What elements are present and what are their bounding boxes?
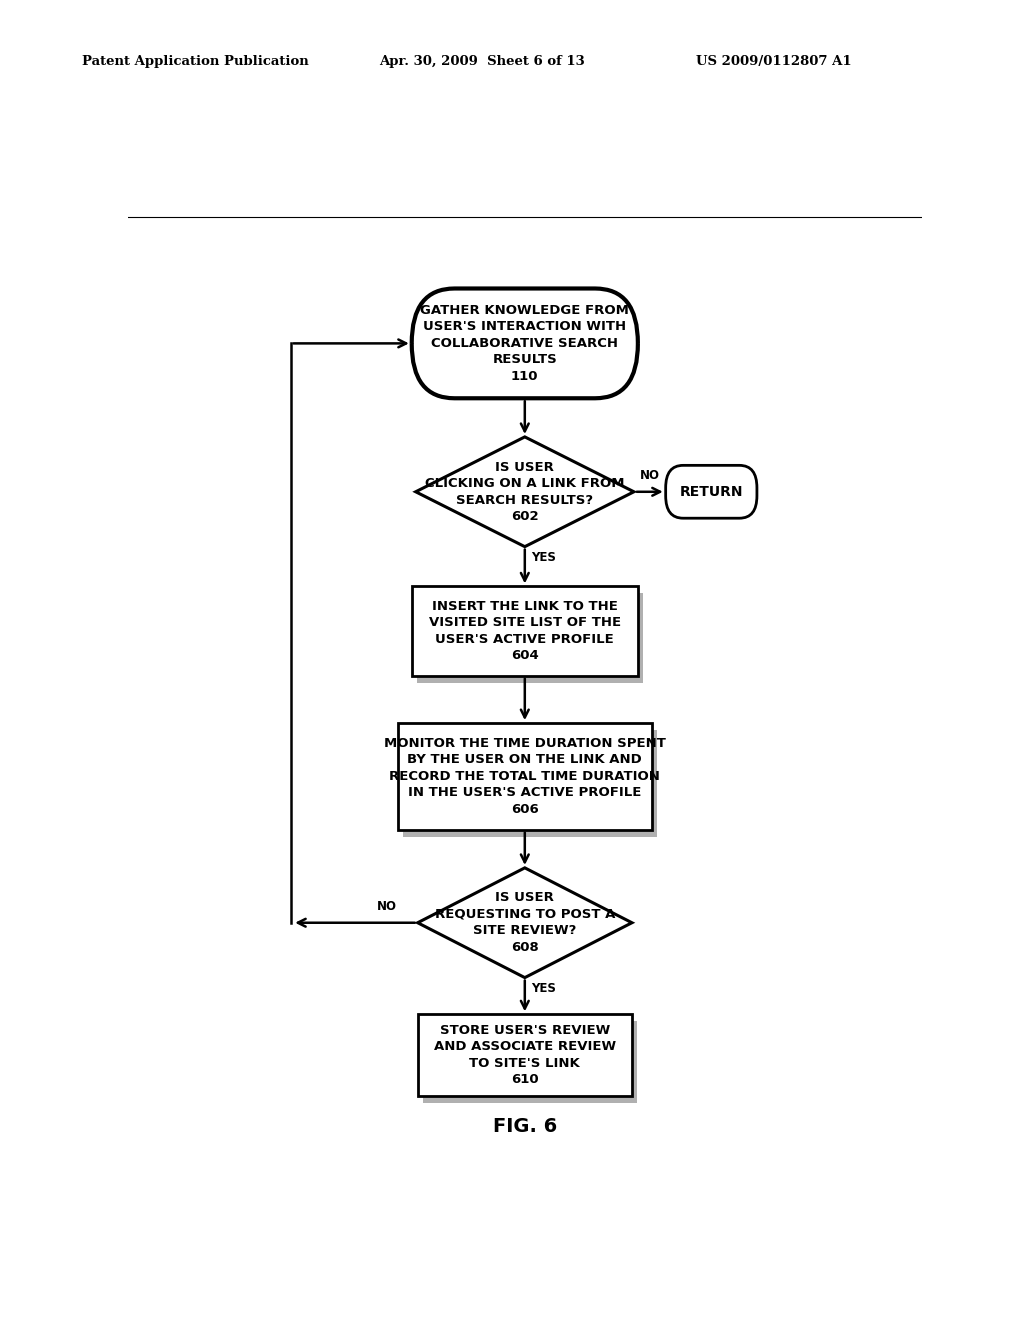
Text: YES: YES	[531, 550, 556, 564]
Text: STORE USER'S REVIEW
AND ASSOCIATE REVIEW
TO SITE'S LINK
610: STORE USER'S REVIEW AND ASSOCIATE REVIEW…	[434, 1023, 615, 1086]
Text: FIG. 6: FIG. 6	[493, 1117, 557, 1135]
Bar	[397, 723, 651, 830]
Text: INSERT THE LINK TO THE
VISITED SITE LIST OF THE
USER'S ACTIVE PROFILE
604: INSERT THE LINK TO THE VISITED SITE LIST…	[429, 599, 621, 663]
Text: Apr. 30, 2009  Sheet 6 of 13: Apr. 30, 2009 Sheet 6 of 13	[379, 55, 585, 69]
Text: NO: NO	[640, 469, 660, 482]
Bar	[412, 586, 638, 676]
Bar	[423, 1022, 638, 1102]
Bar	[403, 730, 657, 837]
Text: GATHER KNOWLEDGE FROM
USER'S INTERACTION WITH
COLLABORATIVE SEARCH
RESULTS
110: GATHER KNOWLEDGE FROM USER'S INTERACTION…	[421, 304, 629, 383]
Text: RETURN: RETURN	[680, 484, 743, 499]
Bar	[418, 1014, 632, 1096]
Polygon shape	[416, 437, 634, 546]
Text: IS USER
CLICKING ON A LINK FROM
SEARCH RESULTS?
602: IS USER CLICKING ON A LINK FROM SEARCH R…	[425, 461, 625, 523]
Polygon shape	[418, 867, 632, 978]
Text: Patent Application Publication: Patent Application Publication	[82, 55, 308, 69]
FancyBboxPatch shape	[412, 289, 638, 399]
Text: MONITOR THE TIME DURATION SPENT
BY THE USER ON THE LINK AND
RECORD THE TOTAL TIM: MONITOR THE TIME DURATION SPENT BY THE U…	[384, 737, 666, 816]
Text: YES: YES	[531, 982, 556, 995]
Text: IS USER
REQUESTING TO POST A
SITE REVIEW?
608: IS USER REQUESTING TO POST A SITE REVIEW…	[434, 891, 615, 954]
Bar	[417, 594, 643, 682]
Text: NO: NO	[377, 899, 396, 912]
FancyBboxPatch shape	[666, 466, 757, 519]
Text: US 2009/0112807 A1: US 2009/0112807 A1	[696, 55, 852, 69]
